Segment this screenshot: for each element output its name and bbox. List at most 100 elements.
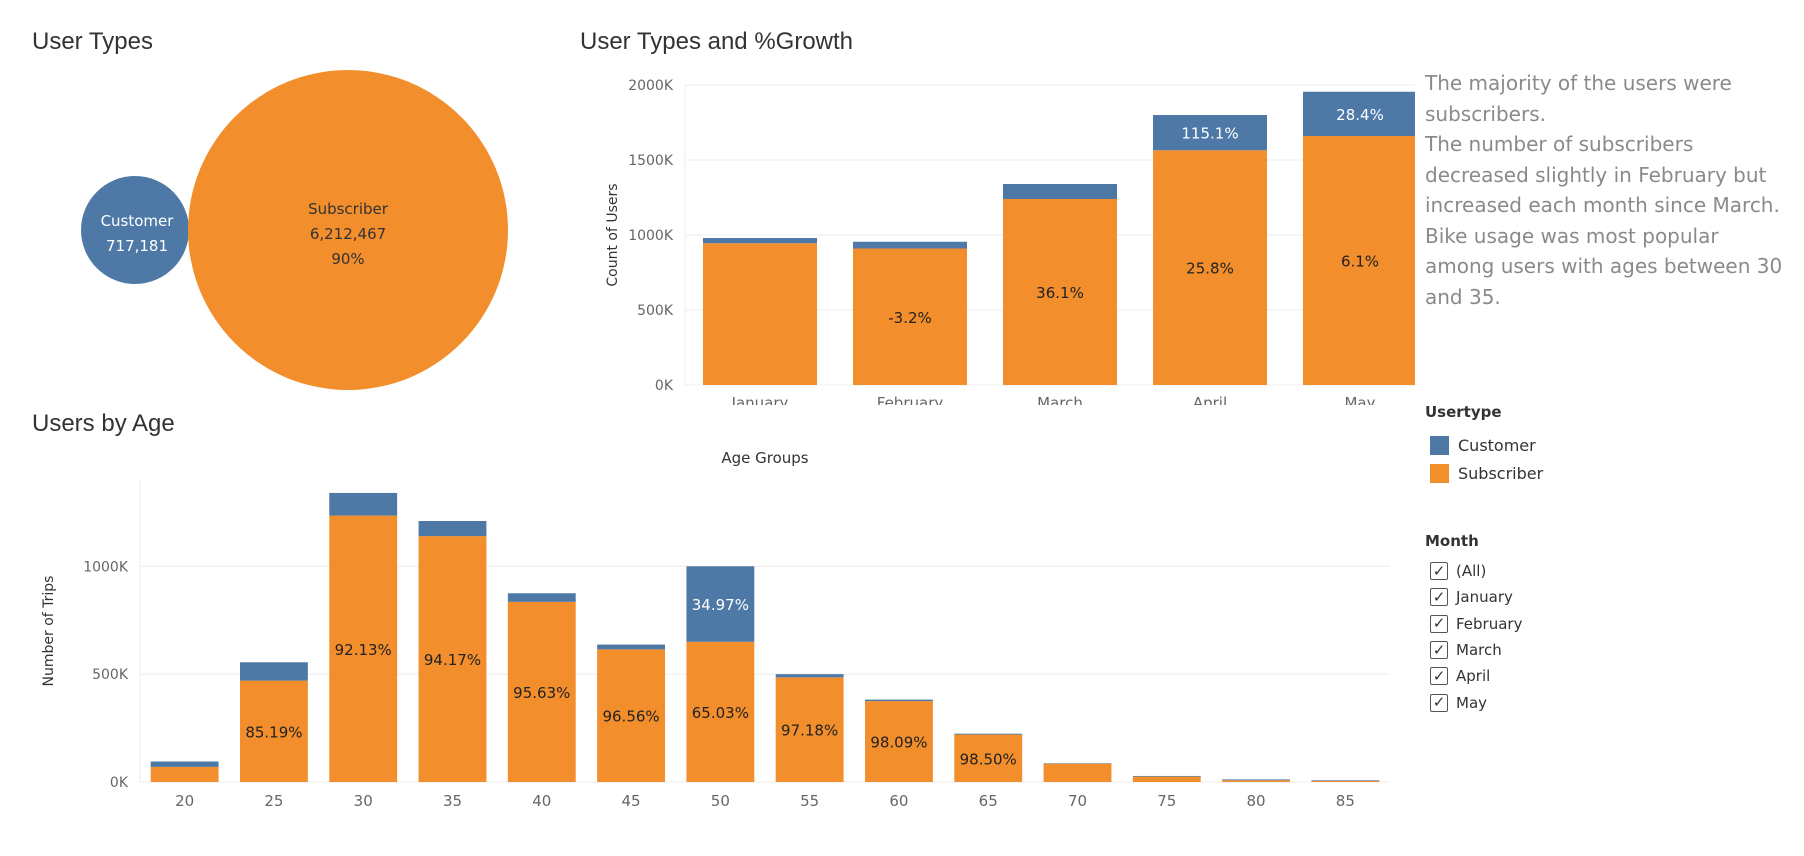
filter-option-march[interactable]: ✓ March <box>1425 637 1522 663</box>
bar-subscriber[interactable] <box>1311 780 1380 782</box>
bar-subscriber[interactable] <box>1043 763 1112 782</box>
bar-subscriber[interactable] <box>418 536 487 782</box>
bar-data-label: 115.1% <box>1181 125 1238 143</box>
insight-note: The majority of the users were subscribe… <box>1425 68 1785 312</box>
insight-line-1: The majority of the users were subscribe… <box>1425 71 1732 126</box>
bar-customer[interactable] <box>1003 184 1117 199</box>
bar-subscriber[interactable] <box>1153 150 1267 385</box>
bar-subscriber[interactable] <box>865 701 933 782</box>
bubble-subscriber[interactable] <box>188 70 508 390</box>
bubble-customer[interactable] <box>81 176 189 284</box>
x-tick-label: 40 <box>532 792 551 810</box>
filter-option-label: May <box>1456 693 1488 712</box>
y-tick-label: 2000K <box>628 78 674 94</box>
legend-item-customer[interactable]: Customer <box>1425 431 1543 459</box>
checkbox-checked-icon[interactable]: ✓ <box>1430 641 1448 660</box>
checkbox-checked-icon[interactable]: ✓ <box>1430 614 1448 633</box>
bar-customer[interactable] <box>597 644 665 650</box>
bar-customer[interactable] <box>1311 780 1380 781</box>
bar-customer[interactable] <box>703 238 817 244</box>
checkbox-checked-icon[interactable]: ✓ <box>1430 667 1448 686</box>
bar-data-label: 95.63% <box>513 684 570 702</box>
user-types-bubble-chart: Customer 717,181 Subscriber 6,212,467 90… <box>81 70 508 390</box>
bar-subscriber[interactable] <box>1222 780 1290 782</box>
checkbox-checked-icon[interactable]: ✓ <box>1430 588 1448 607</box>
insight-line-2: The number of subscribers decreased slig… <box>1425 132 1780 217</box>
filter-option-january[interactable]: ✓ January <box>1425 584 1522 610</box>
filter-option-label: (All) <box>1456 562 1487 581</box>
bar-customer[interactable] <box>418 520 487 537</box>
bar-data-label: 94.17% <box>424 651 481 669</box>
x-tick-label: March <box>1037 394 1083 405</box>
bar-subscriber[interactable] <box>703 243 817 385</box>
bar-subscriber[interactable] <box>686 641 755 782</box>
age-bar-chart: 0K 500K 1000K Number of Trips 20 85.19% 25 92.1… <box>41 449 1390 810</box>
filter-option-label: April <box>1456 667 1491 686</box>
x-tick-label: 70 <box>1068 792 1087 810</box>
filter-option-all[interactable]: ✓ (All) <box>1425 558 1522 584</box>
bar-customer[interactable] <box>329 492 398 516</box>
x-tick-label: 45 <box>622 792 641 810</box>
bar-customer[interactable] <box>1153 115 1267 151</box>
bar-data-label: 85.19% <box>245 723 302 741</box>
filter-option-february[interactable]: ✓ February <box>1425 611 1522 637</box>
x-tick-label: 55 <box>800 792 819 810</box>
bar-customer[interactable] <box>1222 779 1290 781</box>
x-tick-label: 85 <box>1336 792 1355 810</box>
bar-customer[interactable] <box>150 761 219 767</box>
bar-data-label: -3.2% <box>888 309 932 327</box>
bar-data-label: 28.4% <box>1336 106 1384 124</box>
checkbox-checked-icon[interactable]: ✓ <box>1430 562 1448 581</box>
checkbox-checked-icon[interactable]: ✓ <box>1430 693 1448 712</box>
y-axis-label: Count of Users <box>605 183 621 286</box>
legend-item-subscriber[interactable]: Subscriber <box>1425 459 1543 487</box>
bubble-customer-value: 717,181 <box>106 237 168 255</box>
bar-subscriber[interactable] <box>954 734 1023 782</box>
bar-data-label: 65.03% <box>692 704 749 722</box>
bar-customer[interactable] <box>686 566 755 642</box>
bar-customer[interactable] <box>240 662 308 681</box>
bar-subscriber[interactable] <box>1303 136 1415 385</box>
y-tick-label: 1000K <box>628 228 674 244</box>
usertype-legend: Usertype Customer Subscriber <box>1425 403 1543 487</box>
legend-label-customer: Customer <box>1458 435 1536 455</box>
bar-subscriber[interactable] <box>507 601 576 782</box>
bar-customer[interactable] <box>865 699 933 702</box>
bar-data-label: 36.1% <box>1036 284 1084 302</box>
bar-customer[interactable] <box>775 674 844 678</box>
filter-option-label: January <box>1456 588 1513 607</box>
bar-subscriber[interactable] <box>1003 199 1117 385</box>
bar-data-label: 98.50% <box>960 750 1017 768</box>
bar-data-label: 34.97% <box>692 596 749 614</box>
customer-swatch <box>1430 435 1449 455</box>
age-chart-title: Users by Age <box>32 410 175 437</box>
y-tick-label: 500K <box>92 667 129 683</box>
x-tick-label: 25 <box>264 792 283 810</box>
bar-subscriber[interactable] <box>1132 776 1201 782</box>
bar-subscriber[interactable] <box>853 248 967 386</box>
bar-subscriber[interactable] <box>240 680 308 782</box>
bar-data-label: 92.13% <box>335 641 392 659</box>
filter-option-april[interactable]: ✓ April <box>1425 663 1522 689</box>
bar-customer[interactable] <box>853 241 967 249</box>
bar-subscriber[interactable] <box>329 515 398 782</box>
bar-customer[interactable] <box>507 593 576 602</box>
y-tick-label: 1000K <box>83 559 129 575</box>
bar-customer[interactable] <box>1303 91 1415 136</box>
y-tick-label: 0K <box>110 775 129 791</box>
bubble-subscriber-value: 6,212,467 <box>310 225 386 243</box>
bar-subscriber[interactable] <box>597 649 665 782</box>
x-tick-label: 65 <box>979 792 998 810</box>
bar-data-label: 98.09% <box>870 734 927 752</box>
insight-line-3: Bike usage was most popular among users … <box>1425 223 1783 309</box>
legend-label-subscriber: Subscriber <box>1458 463 1544 483</box>
bar-customer[interactable] <box>1132 775 1201 777</box>
x-tick-label: January <box>731 394 789 405</box>
bar-subscriber[interactable] <box>150 766 219 782</box>
bar-subscriber[interactable] <box>775 677 844 782</box>
bar-customer[interactable] <box>954 733 1023 735</box>
user-types-title: User Types <box>32 28 153 55</box>
filter-option-may[interactable]: ✓ May <box>1425 689 1522 715</box>
subscriber-swatch <box>1430 463 1449 483</box>
x-tick-label: April <box>1193 394 1227 405</box>
